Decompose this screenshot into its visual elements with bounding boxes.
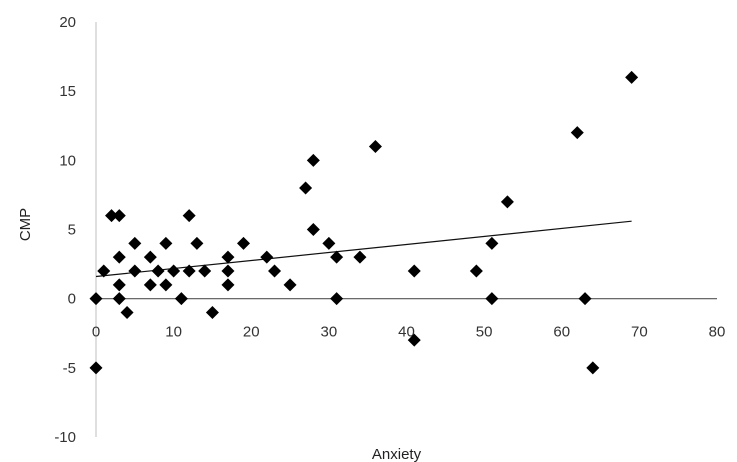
trendline: [95, 220, 632, 278]
axes: [95, 22, 717, 437]
data-point: [182, 209, 196, 223]
data-point: [578, 292, 592, 306]
data-point: [407, 264, 421, 278]
data-points: [89, 70, 639, 375]
data-point: [97, 264, 111, 278]
data-point: [174, 292, 188, 306]
data-point: [268, 264, 282, 278]
data-point: [89, 361, 103, 375]
data-point: [221, 250, 235, 264]
data-point: [407, 333, 421, 347]
data-point: [283, 278, 297, 292]
data-point: [330, 250, 344, 264]
y-tick-label: 10: [59, 152, 76, 169]
data-point: [128, 264, 142, 278]
data-point: [469, 264, 483, 278]
x-tick-label: 0: [92, 324, 100, 341]
data-point: [105, 209, 119, 223]
data-point: [236, 236, 250, 250]
data-point: [143, 250, 157, 264]
y-tick-label: -10: [54, 429, 76, 446]
data-point: [299, 181, 313, 195]
y-tick-label: -5: [63, 360, 76, 377]
x-tick-label: 30: [321, 324, 338, 341]
data-point: [198, 264, 212, 278]
data-point: [306, 223, 320, 236]
x-tick-labels: 0 10 20 30 40 50 60 70 80: [92, 324, 726, 341]
data-point: [128, 236, 142, 250]
data-point: [159, 236, 173, 250]
x-tick-label: 60: [553, 324, 570, 341]
x-axis-title: Anxiety: [372, 446, 422, 462]
x-tick-label: 50: [476, 324, 493, 341]
data-point: [570, 126, 584, 140]
y-tick-label: 15: [59, 83, 76, 100]
data-point: [167, 264, 181, 278]
x-tick-label: 40: [398, 324, 415, 341]
data-point: [500, 195, 514, 209]
y-tick-labels: -10 -5 0 5 10 15 20: [54, 14, 76, 446]
x-tick-label: 70: [631, 324, 648, 341]
data-point: [159, 278, 173, 292]
data-point: [151, 264, 165, 278]
x-tick-label: 20: [243, 324, 260, 341]
data-point: [322, 236, 336, 250]
data-point: [485, 292, 499, 306]
data-point: [485, 236, 499, 250]
data-point: [260, 250, 274, 264]
y-tick-label: 5: [68, 222, 76, 239]
data-point: [306, 153, 320, 167]
data-point: [353, 250, 367, 264]
data-point: [586, 361, 600, 375]
data-point: [190, 236, 204, 250]
data-point: [89, 292, 103, 306]
data-point: [221, 264, 235, 278]
data-point: [112, 250, 126, 264]
data-point: [120, 306, 134, 319]
data-point: [330, 292, 344, 306]
data-point: [112, 292, 126, 306]
data-point: [625, 70, 639, 84]
data-point: [182, 264, 196, 278]
x-tick-label: 80: [709, 324, 726, 341]
y-tick-label: 0: [68, 291, 76, 308]
data-point: [143, 278, 157, 292]
data-point: [112, 278, 126, 292]
data-point: [368, 140, 382, 153]
x-tick-label: 10: [165, 324, 182, 341]
data-point: [205, 306, 219, 319]
data-point: [221, 278, 235, 292]
y-tick-label: 20: [59, 14, 76, 31]
data-point: [112, 209, 126, 223]
y-axis-title: CMP: [17, 208, 34, 241]
